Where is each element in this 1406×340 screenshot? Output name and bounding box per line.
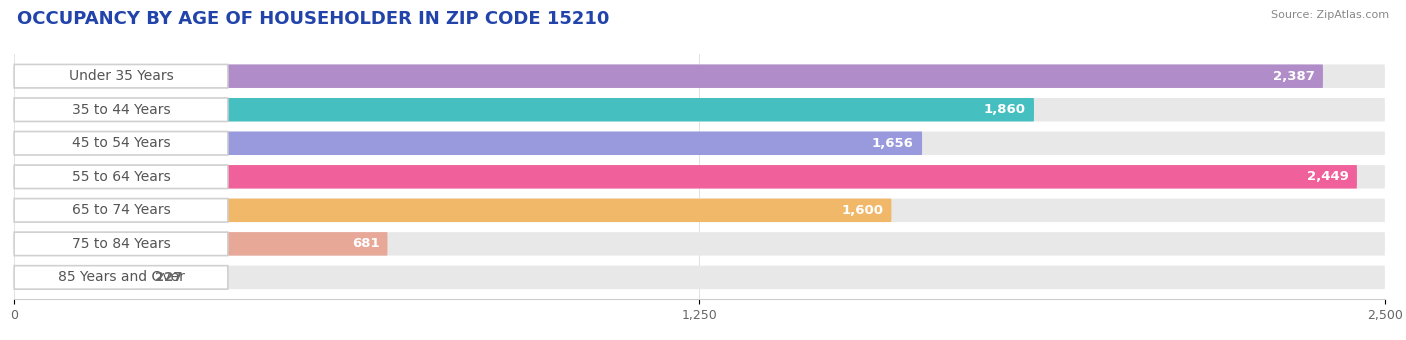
Text: 65 to 74 Years: 65 to 74 Years [72,203,170,217]
FancyBboxPatch shape [14,266,228,289]
Text: Under 35 Years: Under 35 Years [69,69,173,83]
Text: 2,449: 2,449 [1306,170,1348,183]
FancyBboxPatch shape [14,199,891,222]
Text: 1,656: 1,656 [872,137,914,150]
FancyBboxPatch shape [14,98,1385,121]
Text: 2,387: 2,387 [1272,70,1315,83]
Text: 681: 681 [352,237,380,250]
FancyBboxPatch shape [14,165,1385,189]
Text: Source: ZipAtlas.com: Source: ZipAtlas.com [1271,10,1389,20]
FancyBboxPatch shape [14,266,139,289]
FancyBboxPatch shape [14,199,1385,222]
FancyBboxPatch shape [14,65,228,88]
FancyBboxPatch shape [14,266,1385,289]
Text: 227: 227 [155,271,183,284]
Text: 85 Years and Over: 85 Years and Over [58,270,184,284]
FancyBboxPatch shape [14,98,1033,121]
Text: 45 to 54 Years: 45 to 54 Years [72,136,170,150]
Text: 1,860: 1,860 [984,103,1026,116]
Text: 35 to 44 Years: 35 to 44 Years [72,103,170,117]
FancyBboxPatch shape [14,98,228,121]
Text: 55 to 64 Years: 55 to 64 Years [72,170,170,184]
Text: 1,600: 1,600 [841,204,883,217]
FancyBboxPatch shape [14,165,1357,189]
FancyBboxPatch shape [14,232,388,256]
FancyBboxPatch shape [14,132,922,155]
Text: 75 to 84 Years: 75 to 84 Years [72,237,170,251]
FancyBboxPatch shape [14,199,228,222]
FancyBboxPatch shape [14,65,1385,88]
FancyBboxPatch shape [14,132,1385,155]
Text: OCCUPANCY BY AGE OF HOUSEHOLDER IN ZIP CODE 15210: OCCUPANCY BY AGE OF HOUSEHOLDER IN ZIP C… [17,10,609,28]
FancyBboxPatch shape [14,65,1323,88]
FancyBboxPatch shape [14,132,228,155]
FancyBboxPatch shape [14,232,228,256]
FancyBboxPatch shape [14,232,1385,256]
FancyBboxPatch shape [14,165,228,189]
